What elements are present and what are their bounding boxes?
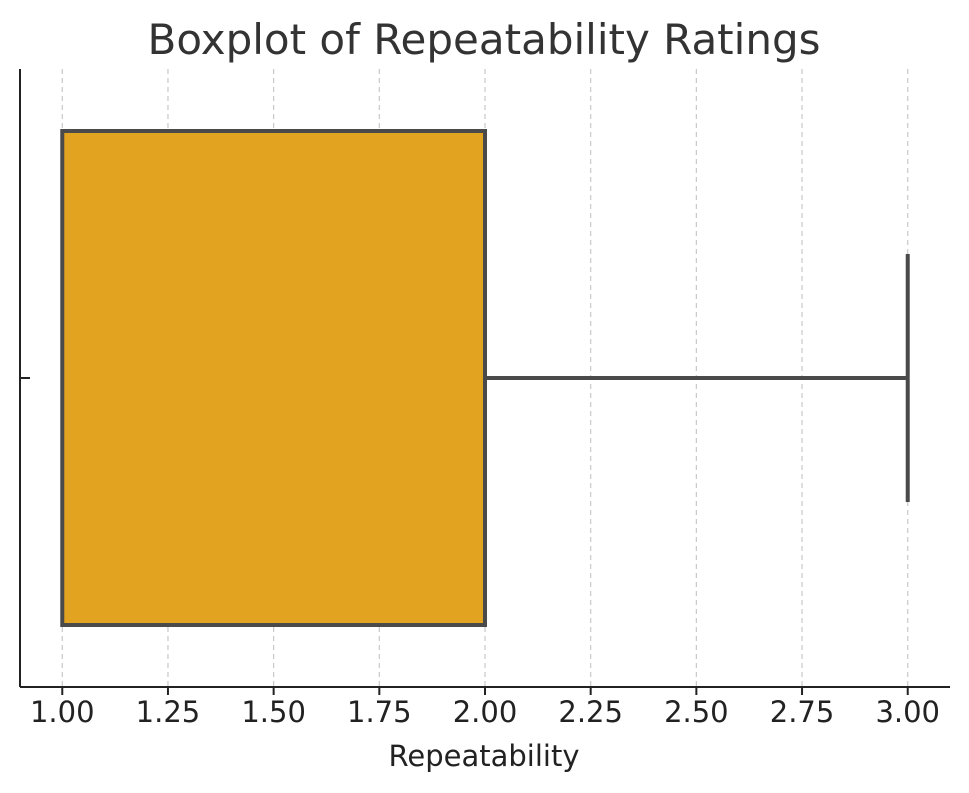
x-tick-label: 2.50 (664, 695, 729, 729)
x-tick-label: 1.00 (30, 695, 95, 729)
x-axis-label: Repeatability (389, 739, 580, 773)
x-tick-label: 3.00 (875, 695, 940, 729)
box-iqr (60, 129, 487, 627)
chart-title: Boxplot of Repeatability Ratings (148, 15, 821, 64)
x-axis-ticks: 1.00 1.25 1.50 1.75 2.00 2.25 2.50 2.75 3.00 (30, 687, 940, 729)
x-tick-label: 1.50 (241, 695, 306, 729)
x-tick-label: 1.25 (136, 695, 201, 729)
x-tick-label: 1.75 (347, 695, 412, 729)
x-tick-label: 2.00 (453, 695, 518, 729)
x-tick-label: 2.25 (558, 695, 623, 729)
x-tick-label: 2.75 (770, 695, 835, 729)
